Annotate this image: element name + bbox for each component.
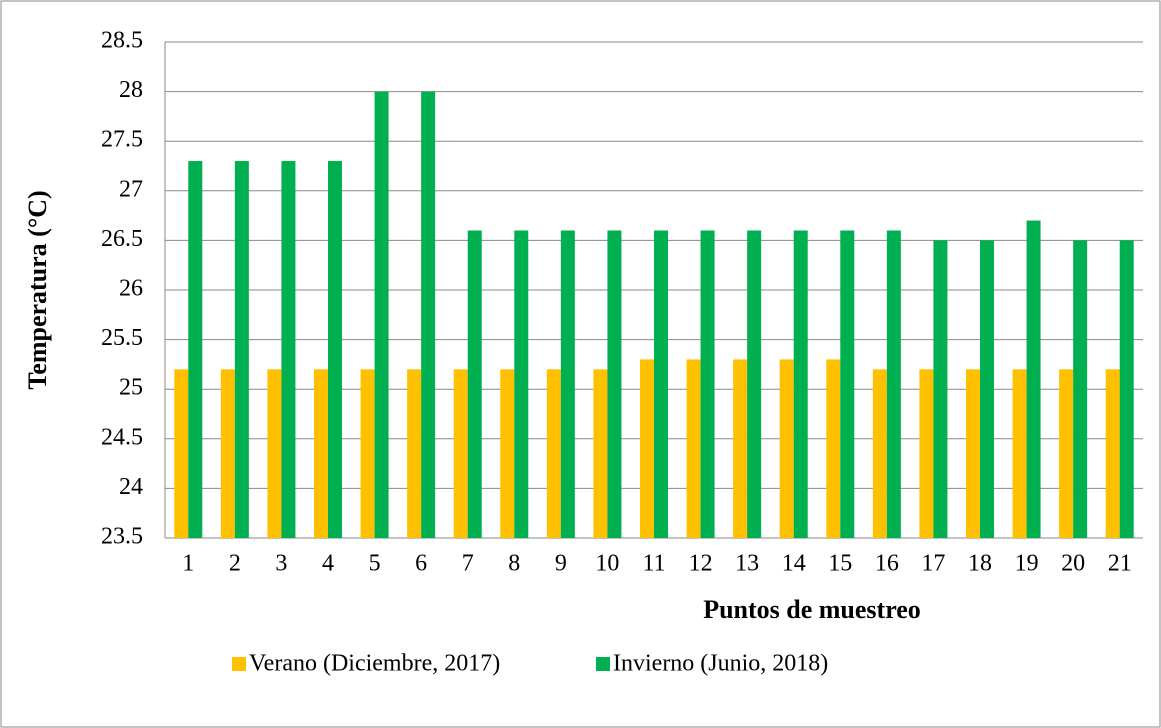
y-axis-title: Temperatura (°C) [23, 190, 52, 389]
x-tick-label: 19 [1015, 551, 1039, 577]
bar [1073, 240, 1088, 538]
x-tick-label: 15 [828, 551, 852, 577]
bar [314, 369, 328, 538]
legend-swatch [596, 657, 610, 671]
y-tick-label: 26.5 [101, 226, 143, 252]
bar [593, 369, 608, 538]
bar [733, 359, 748, 538]
x-tick-label: 16 [875, 551, 899, 577]
x-tick-label: 20 [1061, 551, 1085, 577]
y-tick-label: 23.5 [101, 524, 143, 550]
bar [980, 240, 994, 538]
bar [220, 369, 235, 538]
bar [886, 230, 901, 539]
bar [872, 369, 887, 538]
bar [174, 369, 189, 538]
bar [686, 359, 701, 538]
x-tick-label: 9 [555, 551, 567, 577]
y-tick-label: 28 [119, 77, 143, 103]
x-tick-label: 13 [735, 551, 759, 577]
x-tick-label: 4 [322, 551, 334, 577]
y-tick-label: 24 [119, 474, 143, 500]
x-tick-label: 12 [689, 551, 713, 577]
bar [267, 369, 282, 538]
bar [779, 359, 794, 538]
x-axis-title: Puntos de muestreo [703, 595, 921, 624]
x-tick-label: 6 [415, 551, 427, 577]
x-tick-label: 21 [1108, 551, 1132, 577]
x-tick-label: 3 [275, 551, 287, 577]
bar [640, 359, 654, 538]
legend-label: Verano (Diciembre, 2017) [249, 651, 500, 677]
bar [1059, 369, 1074, 538]
bar [421, 91, 436, 538]
bar [328, 161, 342, 539]
bar [374, 91, 389, 538]
bar [966, 369, 980, 538]
legend-label: Invierno (Junio, 2018) [613, 651, 828, 677]
y-tick-label: 28.5 [101, 28, 143, 54]
bar [514, 230, 529, 539]
x-tick-label: 17 [921, 551, 945, 577]
bar [840, 230, 855, 539]
y-tick-label: 27 [119, 176, 143, 202]
bar [281, 161, 296, 539]
x-tick-label: 5 [369, 551, 381, 577]
bar [560, 230, 575, 539]
y-tick-label: 25.5 [101, 325, 143, 351]
y-tick-label: 27.5 [101, 127, 143, 153]
bar [654, 230, 668, 539]
bar [747, 230, 762, 539]
bar [1026, 220, 1041, 538]
x-tick-label: 10 [595, 551, 619, 577]
x-tick-label: 8 [508, 551, 520, 577]
y-tick-label: 25 [119, 375, 143, 401]
y-tick-label: 26 [119, 276, 143, 302]
bar [700, 230, 715, 539]
bar [933, 240, 948, 538]
y-tick-label: 24.5 [101, 424, 143, 450]
bar [453, 369, 468, 538]
bar [407, 369, 422, 538]
bar [467, 230, 482, 539]
bar [188, 161, 203, 539]
bar [826, 359, 841, 538]
legend-swatch [232, 657, 246, 671]
x-tick-label: 2 [229, 551, 241, 577]
bar [919, 369, 934, 538]
x-tick-label: 1 [182, 551, 194, 577]
bar [500, 369, 515, 538]
x-tick-label: 18 [968, 551, 992, 577]
bar [1012, 369, 1027, 538]
bar [234, 161, 249, 539]
bar [607, 230, 622, 539]
bar [793, 230, 808, 539]
bar [1119, 240, 1134, 538]
x-tick-label: 11 [642, 551, 665, 577]
bar [1105, 369, 1120, 538]
x-tick-label: 7 [462, 551, 474, 577]
bar [360, 369, 375, 538]
x-tick-label: 14 [782, 551, 806, 577]
bar [546, 369, 561, 538]
